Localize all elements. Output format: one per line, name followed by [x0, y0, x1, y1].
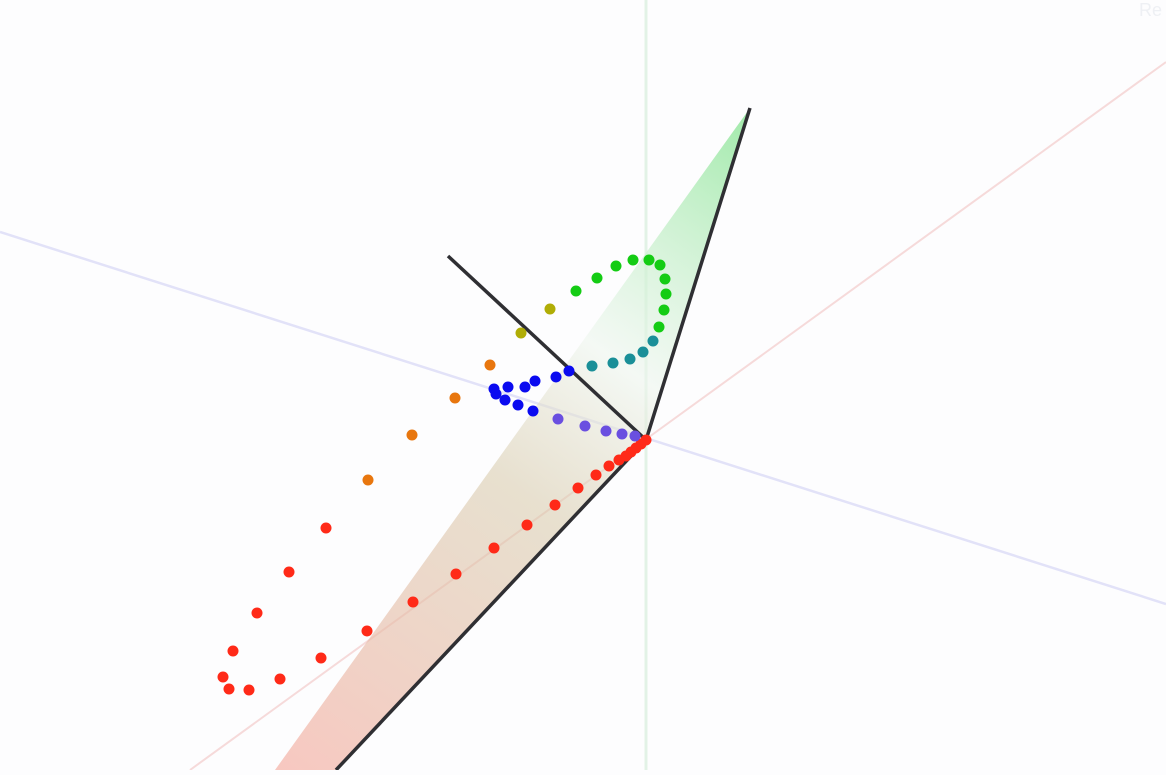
trajectory-point — [251, 607, 263, 619]
trajectory-point — [519, 381, 531, 393]
trajectory-point — [660, 288, 672, 300]
trajectory-point — [515, 327, 527, 339]
corner-label: Re — [1138, 0, 1162, 20]
trajectory-point — [627, 254, 639, 266]
trajectory-point — [552, 413, 564, 425]
shaded-plane — [275, 108, 750, 770]
trajectory-point — [603, 460, 615, 472]
trajectory-point — [586, 360, 598, 372]
trajectory-point — [320, 522, 332, 534]
trajectory-point — [549, 499, 561, 511]
trajectory-point — [315, 652, 327, 664]
trajectory-point — [450, 568, 462, 580]
trajectory-point — [563, 365, 575, 377]
trajectory-point — [570, 285, 582, 297]
trajectory-point — [488, 542, 500, 554]
trajectory-point — [484, 359, 496, 371]
trajectory-point — [610, 260, 622, 272]
trajectory-point — [654, 259, 666, 271]
trajectory-point — [637, 346, 649, 358]
trajectory-point — [659, 273, 671, 285]
trajectory-points — [217, 254, 672, 696]
trajectory-point — [362, 474, 374, 486]
trajectory-point — [243, 684, 255, 696]
trajectory-point — [274, 673, 286, 685]
trajectory-point — [600, 425, 612, 437]
trajectory-point — [361, 625, 373, 637]
trajectory-point — [283, 566, 295, 578]
trajectory-point — [527, 405, 539, 417]
trajectory-point — [653, 321, 665, 333]
vector-up-left — [446, 254, 648, 442]
trajectory-point — [406, 429, 418, 441]
trajectory-point — [607, 357, 619, 369]
trajectory-point — [658, 304, 670, 316]
trajectory-point — [223, 683, 235, 695]
trajectory-point — [217, 671, 229, 683]
vector-up-right — [644, 107, 752, 441]
trajectory-point — [629, 430, 641, 442]
trajectory-point — [490, 388, 502, 400]
trajectory-point — [624, 353, 636, 365]
trajectory-point — [590, 469, 602, 481]
trajectory-point — [643, 254, 655, 266]
trajectory-point — [616, 428, 628, 440]
trajectory-point — [449, 392, 461, 404]
trajectory-point — [227, 645, 239, 657]
trajectory-point — [544, 303, 556, 315]
trajectory-point — [550, 371, 562, 383]
trajectory-point — [512, 399, 524, 411]
trajectory-point — [572, 482, 584, 494]
trajectory-point — [579, 420, 591, 432]
trajectory-point — [613, 454, 625, 466]
trajectory-point — [529, 375, 541, 387]
trajectory-point — [591, 272, 603, 284]
trajectory-point — [499, 394, 511, 406]
trajectory-point — [502, 381, 514, 393]
trajectory-point — [521, 519, 533, 531]
trajectory-point — [407, 596, 419, 608]
x-axis-line — [189, 61, 1166, 771]
vector-down-left — [334, 438, 648, 772]
trajectory-point — [647, 335, 659, 347]
